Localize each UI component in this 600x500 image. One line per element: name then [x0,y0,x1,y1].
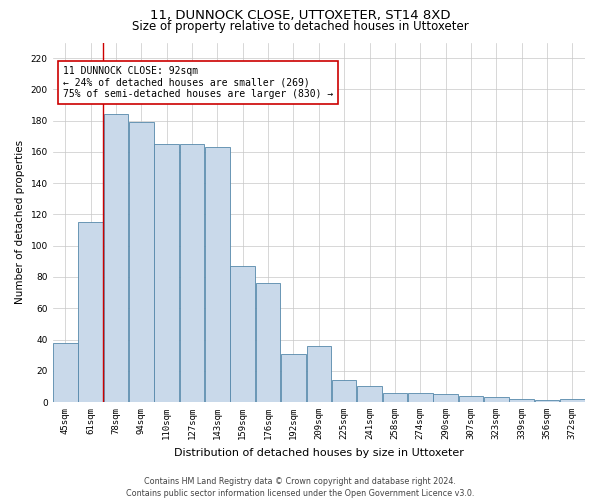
Bar [180,144,205,402]
Bar [458,396,483,402]
Bar [332,380,356,402]
Y-axis label: Number of detached properties: Number of detached properties [15,140,25,304]
Bar [484,398,509,402]
Bar [104,114,128,402]
Bar [256,283,280,402]
X-axis label: Distribution of detached houses by size in Uttoxeter: Distribution of detached houses by size … [174,448,464,458]
Bar [383,392,407,402]
Bar [205,147,230,402]
Bar [509,399,534,402]
Text: Contains HM Land Registry data © Crown copyright and database right 2024.
Contai: Contains HM Land Registry data © Crown c… [126,476,474,498]
Bar [129,122,154,402]
Bar [154,144,179,402]
Bar [230,266,255,402]
Text: 11 DUNNOCK CLOSE: 92sqm
← 24% of detached houses are smaller (269)
75% of semi-d: 11 DUNNOCK CLOSE: 92sqm ← 24% of detache… [64,66,334,99]
Bar [535,400,559,402]
Bar [357,386,382,402]
Bar [307,346,331,402]
Bar [79,222,103,402]
Bar [408,392,433,402]
Text: 11, DUNNOCK CLOSE, UTTOXETER, ST14 8XD: 11, DUNNOCK CLOSE, UTTOXETER, ST14 8XD [150,9,450,22]
Bar [433,394,458,402]
Bar [53,342,77,402]
Text: Size of property relative to detached houses in Uttoxeter: Size of property relative to detached ho… [131,20,469,33]
Bar [281,354,306,402]
Bar [560,399,584,402]
